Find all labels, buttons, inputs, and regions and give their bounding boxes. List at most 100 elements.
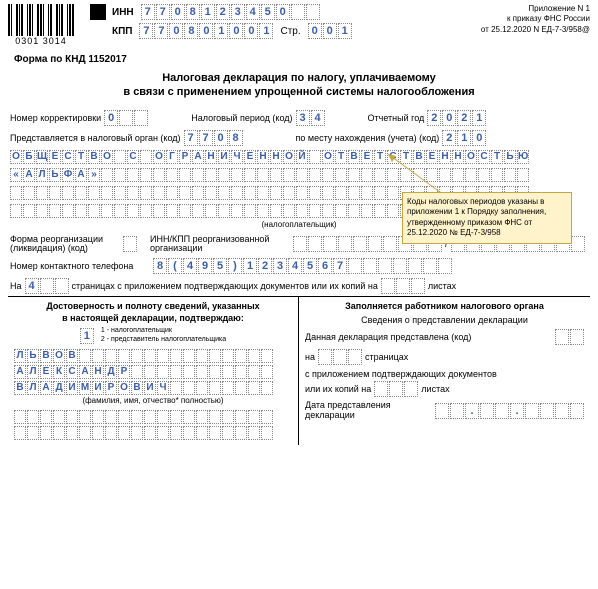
row-phone: Номер контактного телефона 8(495)1234567 — [0, 256, 598, 276]
cell: 3 — [231, 4, 245, 20]
form-code: Форма по КНД 1152017 — [0, 46, 598, 69]
cell — [408, 258, 422, 274]
cell: 1 — [243, 258, 257, 274]
col-right: Заполняется работником налогового органа… — [299, 297, 590, 445]
cell: Н — [205, 150, 217, 164]
cell: . — [510, 403, 524, 419]
cell — [114, 186, 126, 200]
cell — [131, 410, 143, 424]
cell: 0 — [442, 110, 456, 126]
meta-l1: Приложение N 1 — [481, 4, 590, 14]
cell — [170, 365, 182, 379]
cell — [396, 278, 410, 294]
cell — [338, 236, 352, 252]
cell — [127, 204, 139, 218]
col-left: Достоверность и полноту сведений, указан… — [8, 297, 299, 445]
cell — [378, 258, 392, 274]
cell: В — [40, 349, 52, 363]
cell — [105, 349, 117, 363]
cell — [323, 236, 337, 252]
cell — [23, 204, 35, 218]
cell: 1 — [201, 4, 215, 20]
cell: Л — [27, 365, 39, 379]
cell: 0 — [169, 23, 183, 39]
cell — [348, 168, 360, 182]
cell — [196, 410, 208, 424]
corner-marker — [90, 4, 106, 20]
tax-authority-cells: 7708 — [184, 130, 243, 146]
cell: Р — [118, 365, 130, 379]
cell: Ь — [504, 150, 516, 164]
right-sub1: Сведения о представлении декларации — [305, 315, 584, 325]
cell — [75, 204, 87, 218]
cell — [231, 204, 243, 218]
kpp-label: КПП — [112, 26, 132, 37]
cell — [88, 186, 100, 200]
cell — [49, 186, 61, 200]
cell: Р — [105, 381, 117, 395]
cell — [123, 236, 137, 252]
cell: 8 — [184, 23, 198, 39]
cell — [205, 186, 217, 200]
cell — [183, 410, 195, 424]
cell — [179, 186, 191, 200]
cell: 0 — [472, 130, 486, 146]
cell: Й — [296, 150, 308, 164]
pages-text: страницах с приложением подтверждающих д… — [72, 281, 378, 291]
cell — [309, 186, 321, 200]
header-meta: Приложение N 1 к приказу ФНС России от 2… — [481, 4, 590, 35]
cell — [88, 204, 100, 218]
cell — [235, 381, 247, 395]
cell — [322, 204, 334, 218]
right-l3: с приложением подтверждающих документов — [305, 369, 584, 379]
cell: Г — [166, 150, 178, 164]
cell — [40, 426, 52, 440]
title-l1: Налоговая декларация по налогу, уплачива… — [10, 71, 588, 85]
cell — [209, 426, 221, 440]
cell — [101, 168, 113, 182]
cell — [140, 150, 152, 164]
cell — [348, 258, 362, 274]
cell — [525, 403, 539, 419]
cell — [235, 426, 247, 440]
cell — [183, 381, 195, 395]
cell — [404, 381, 418, 397]
cell: 1 — [457, 130, 471, 146]
cell — [309, 168, 321, 182]
cell — [196, 365, 208, 379]
cell — [127, 186, 139, 200]
cell: М — [79, 381, 91, 395]
cell: 7 — [156, 4, 170, 20]
cell: Ч — [157, 381, 169, 395]
cell — [555, 329, 569, 345]
cell: 7 — [199, 130, 213, 146]
right-l2b: страницах — [365, 352, 408, 362]
cell: О — [153, 150, 165, 164]
cell — [118, 410, 130, 424]
cell: 0 — [104, 110, 118, 126]
cell — [79, 426, 91, 440]
cell — [517, 168, 529, 182]
cell: 7 — [333, 258, 347, 274]
cell: О — [465, 150, 477, 164]
row-pages: На 4 страницах с приложением подтверждаю… — [0, 276, 598, 296]
title: Налоговая декларация по налогу, уплачива… — [0, 69, 598, 108]
cell — [209, 381, 221, 395]
cell — [157, 349, 169, 363]
cell: 8 — [153, 258, 167, 274]
title-l2: в связи с применением упрощенной системы… — [10, 85, 588, 99]
cell: Ь — [27, 349, 39, 363]
cell: 8 — [186, 4, 200, 20]
cell — [153, 168, 165, 182]
cell — [393, 258, 407, 274]
barcode-lines — [8, 4, 74, 36]
row-authority: Представляется в налоговый орган (код) 7… — [0, 128, 598, 148]
cell — [92, 426, 104, 440]
cell: Т — [491, 150, 503, 164]
cell — [296, 186, 308, 200]
cell — [79, 410, 91, 424]
cell: А — [79, 365, 91, 379]
cell — [495, 403, 509, 419]
cell — [10, 204, 22, 218]
cell: 0 — [214, 130, 228, 146]
